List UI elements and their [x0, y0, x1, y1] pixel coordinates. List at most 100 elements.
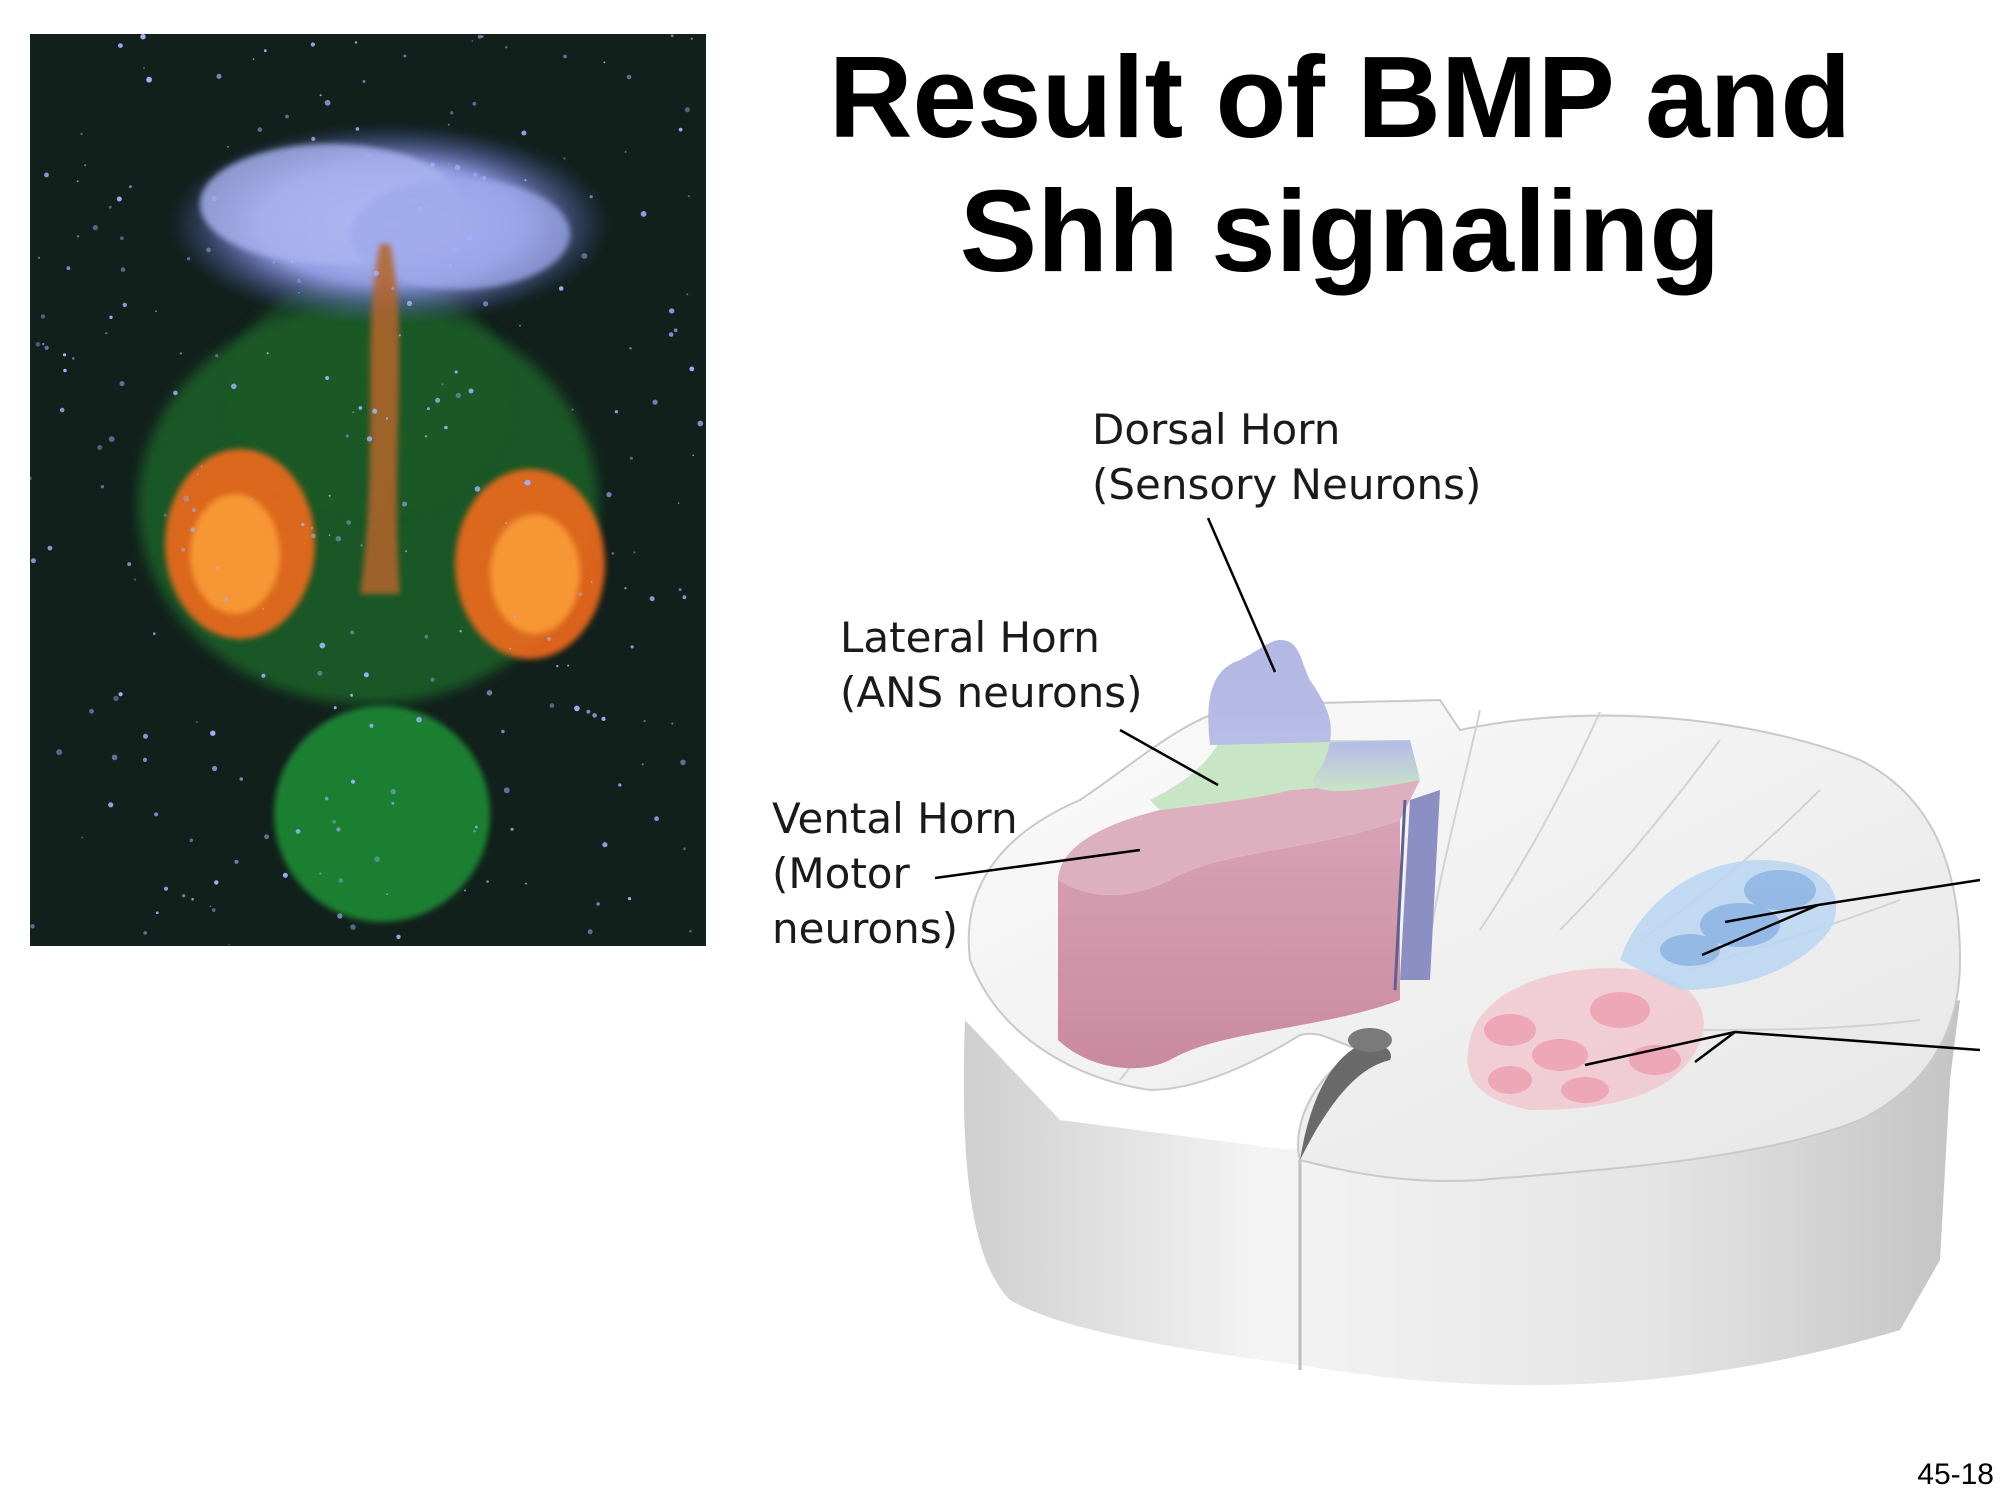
- speck: [310, 526, 314, 530]
- speck: [505, 522, 508, 524]
- speck: [332, 820, 336, 824]
- speck: [678, 127, 683, 132]
- speck: [590, 581, 593, 583]
- speck: [272, 261, 275, 264]
- speck: [113, 695, 119, 702]
- speck: [682, 595, 687, 600]
- speck: [640, 211, 647, 217]
- speck: [266, 352, 269, 355]
- speck: [118, 43, 123, 48]
- speck: [319, 872, 322, 875]
- speck: [690, 37, 693, 40]
- speck: [549, 703, 555, 708]
- speck: [80, 132, 83, 136]
- speck: [697, 420, 704, 427]
- ventral-horn-sublabel-1: (Motor: [772, 849, 910, 898]
- pointer-lines: [934, 517, 1981, 1067]
- speck: [302, 235, 306, 240]
- speck: [601, 716, 606, 722]
- speck: [624, 587, 627, 590]
- speck: [228, 943, 230, 946]
- speck: [335, 535, 342, 542]
- speck: [345, 434, 349, 438]
- speck: [215, 566, 218, 570]
- speck: [402, 501, 408, 507]
- speck: [630, 645, 634, 649]
- speck: [385, 417, 389, 420]
- speck: [311, 136, 316, 141]
- speck: [673, 328, 678, 333]
- speck: [670, 34, 674, 38]
- speck: [59, 407, 65, 413]
- speck: [362, 80, 366, 83]
- speck: [142, 757, 148, 763]
- speck: [63, 368, 67, 373]
- speck: [181, 547, 186, 552]
- speck: [285, 114, 289, 119]
- speck: [390, 788, 396, 795]
- speck: [81, 836, 84, 839]
- speck: [406, 300, 413, 306]
- speck: [337, 913, 343, 919]
- central-canal: [1348, 1028, 1392, 1052]
- speck: [76, 180, 79, 183]
- speck: [481, 35, 484, 38]
- speck: [501, 729, 505, 734]
- speck: [182, 894, 186, 898]
- speck: [226, 145, 230, 148]
- speck: [563, 54, 567, 59]
- speck: [44, 345, 49, 350]
- speck: [209, 905, 212, 908]
- speck: [614, 410, 619, 414]
- speck: [211, 195, 217, 202]
- speck: [89, 708, 94, 714]
- speck: [301, 523, 305, 527]
- speck: [684, 107, 691, 113]
- speck: [524, 179, 527, 182]
- speck: [391, 802, 395, 805]
- speck: [683, 847, 686, 851]
- speck: [603, 61, 606, 64]
- speck: [626, 74, 632, 80]
- speck: [482, 176, 487, 181]
- speck: [669, 308, 675, 314]
- speck: [173, 390, 178, 396]
- speck: [42, 342, 45, 346]
- speck: [627, 897, 632, 901]
- speck: [108, 802, 114, 808]
- speck: [447, 163, 450, 165]
- speck: [678, 588, 682, 592]
- speck: [35, 342, 41, 347]
- speck: [328, 534, 331, 536]
- lateral-horn-label: Lateral Horn: [840, 613, 1100, 662]
- speck: [346, 520, 352, 525]
- speck: [190, 527, 195, 532]
- speck: [263, 49, 267, 53]
- dorsal-horn-block: [1208, 640, 1420, 791]
- dorsal-horn-label: Dorsal Horn: [1092, 405, 1340, 454]
- speck: [447, 123, 450, 126]
- speck: [77, 235, 80, 238]
- speck: [341, 260, 347, 266]
- speck: [350, 779, 356, 784]
- speck: [464, 889, 466, 892]
- speck: [324, 99, 331, 106]
- speck: [44, 172, 49, 178]
- speck: [120, 267, 126, 272]
- speck: [643, 719, 646, 723]
- speck: [252, 58, 255, 60]
- speck: [592, 713, 597, 718]
- speck: [556, 664, 559, 668]
- speck: [381, 236, 384, 239]
- speck: [524, 479, 531, 486]
- lateral-horn-sublabel: (ANS neurons): [840, 668, 1143, 717]
- speck: [519, 324, 521, 327]
- fluorescence-micrograph: [30, 34, 706, 946]
- speck: [122, 302, 128, 308]
- speck: [618, 783, 622, 787]
- speck: [649, 596, 655, 602]
- slide-title: Result of BMP and Shh signaling: [780, 30, 1900, 298]
- speck: [355, 127, 360, 131]
- speck: [257, 127, 263, 132]
